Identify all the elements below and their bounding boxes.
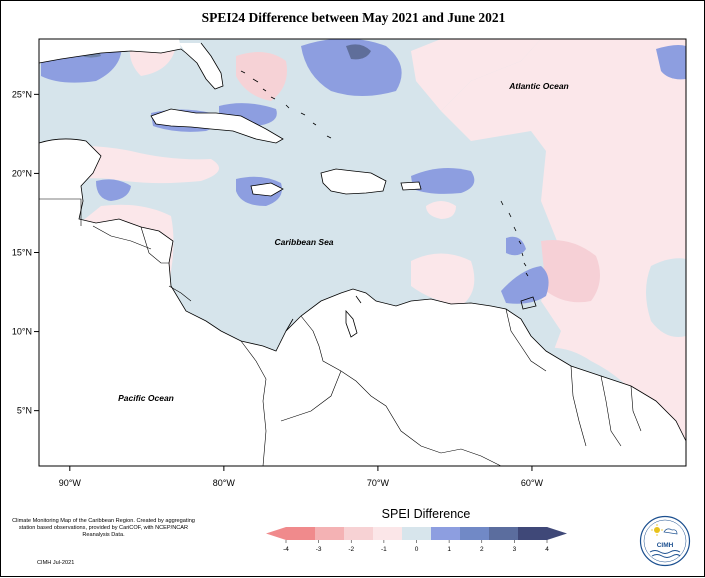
land-cuba	[151, 109, 283, 143]
legend-ticks: -4 -3 -2 -1 0 1 2 3 4	[283, 540, 549, 553]
land-jamaica	[251, 183, 283, 196]
legend-tick-label: -4	[283, 546, 289, 553]
borders	[39, 198, 642, 467]
coastlines	[38, 42, 687, 442]
legend-arrow-high	[547, 527, 567, 540]
y-axis: 25°N 20°N 15°N 10°N 5°N	[12, 89, 39, 416]
field-positive-far-east	[656, 45, 686, 80]
spei-field	[39, 39, 686, 466]
x-axis: 90°W 80°W 70°W 60°W	[59, 466, 544, 488]
field-positive-barbados	[501, 266, 549, 304]
y-tick-label: 25°N	[12, 89, 32, 99]
field-positive-belize	[96, 179, 131, 201]
legend-tick-label: -3	[316, 546, 322, 553]
x-tick-label: 80°W	[213, 478, 236, 488]
land-florida	[179, 43, 223, 89]
legend-tick-label: 3	[513, 546, 517, 553]
field-positive-guadeloupe	[506, 236, 526, 256]
legend-tick-label: 0	[415, 546, 419, 553]
svg-text:CIMH: CIMH	[657, 542, 674, 549]
legend-swatch	[460, 527, 490, 540]
legend-swatch	[286, 527, 316, 540]
field-positive-bahamas-north	[301, 39, 402, 96]
y-tick-label: 5°N	[17, 406, 32, 416]
field-negative-bahamas	[236, 52, 287, 101]
legend-tick-label: 2	[480, 546, 484, 553]
x-tick-label: 90°W	[59, 478, 82, 488]
legend-tick-label: -2	[348, 546, 354, 553]
legend-title: SPEI Difference	[381, 507, 471, 521]
label-caribbean-sea: Caribbean Sea	[274, 237, 333, 247]
legend-tick-label: 4	[545, 546, 549, 553]
land-gulf-coast	[39, 39, 181, 63]
y-tick-label: 20°N	[12, 168, 32, 178]
field-slight-negative-north	[411, 39, 541, 111]
legend-swatch	[518, 527, 548, 540]
cimh-logo: CIMH	[639, 515, 691, 567]
x-tick-label: 60°W	[521, 478, 544, 488]
legend-arrow-low	[266, 527, 286, 540]
y-tick-label: 15°N	[12, 248, 32, 258]
legend-swatch	[315, 527, 345, 540]
legend-swatch	[431, 527, 461, 540]
credits-text: Climate Monitoring Map of the Caribbean …	[12, 518, 195, 539]
legend-colorbar	[266, 527, 567, 540]
x-tick-label: 70°W	[367, 478, 390, 488]
field-near-zero-east	[646, 258, 686, 337]
label-atlantic-ocean: Atlantic Ocean	[508, 81, 569, 91]
legend-tick-label: 1	[447, 546, 451, 553]
legend-swatch	[344, 527, 374, 540]
field-positive-puerto-rico	[411, 167, 475, 194]
land-mainland	[39, 138, 686, 466]
field-negative-windward	[541, 240, 600, 303]
legend-swatch	[373, 527, 403, 540]
land-hispaniola	[321, 169, 386, 194]
credits-date: CIMH Jul-2021	[37, 560, 75, 566]
legend-swatch	[402, 527, 432, 540]
field-slight-negative-venezuela	[411, 253, 475, 306]
label-pacific-ocean: Pacific Ocean	[118, 393, 174, 403]
field-slight-negative-spot	[426, 201, 456, 219]
y-tick-label: 10°N	[12, 327, 32, 337]
legend-tick-label: -1	[381, 546, 387, 553]
land-puerto-rico	[401, 182, 421, 190]
land-yucatan	[39, 138, 101, 201]
field-positive-bahamas-core	[346, 44, 371, 60]
legend-swatch	[489, 527, 519, 540]
map-title: SPEI24 Difference between May 2021 and J…	[201, 10, 506, 25]
